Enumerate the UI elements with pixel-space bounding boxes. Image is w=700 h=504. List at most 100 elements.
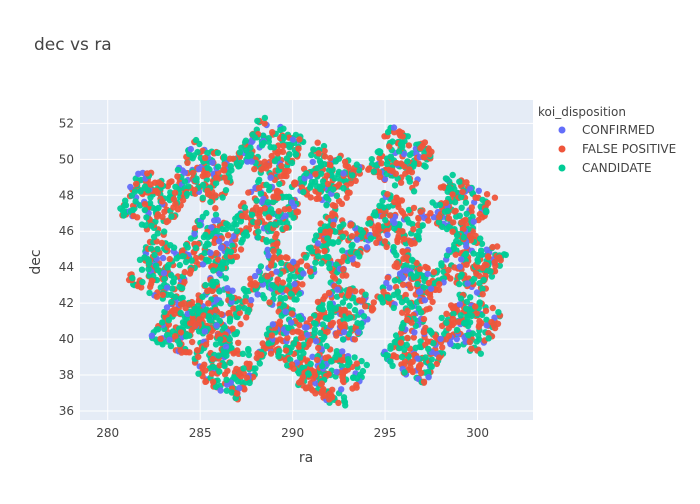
scatter-point-candidate (453, 326, 461, 334)
scatter-point-candidate (477, 350, 484, 357)
scatter-point-candidate (387, 358, 394, 365)
scatter-point-candidate (195, 370, 202, 377)
scatter-point-candidate (245, 345, 252, 353)
scatter-point-candidate (174, 166, 182, 174)
scatter-point-candidate (470, 250, 477, 257)
scatter-point-candidate (392, 332, 400, 339)
scatter-point-candidate (436, 201, 444, 209)
legend-item-confirmed[interactable]: CONFIRMED (558, 123, 655, 137)
scatter-point-candidate (167, 189, 174, 196)
scatter-point-candidate (302, 254, 309, 261)
scatter-point-candidate (151, 251, 158, 259)
scatter-point-confirmed (222, 343, 230, 351)
scatter-point-false-positive (157, 335, 164, 342)
scatter-point-false-positive (236, 309, 243, 317)
scatter-point-false-positive (459, 188, 466, 195)
scatter-point-candidate (453, 237, 460, 245)
scatter-point-candidate (384, 352, 391, 359)
scatter-point-candidate (401, 369, 408, 376)
scatter-point-candidate (249, 131, 256, 138)
scatter-point-candidate (287, 272, 294, 280)
scatter-point-candidate (396, 294, 403, 301)
scatter-point-false-positive (394, 238, 401, 246)
scatter-point-false-positive (485, 329, 492, 337)
scatter-point-candidate (312, 320, 319, 327)
scatter-point-candidate (241, 204, 248, 211)
scatter-point-false-positive (296, 321, 303, 329)
x-tick-label: 290 (281, 426, 304, 440)
scatter-point-candidate (480, 276, 487, 284)
scatter-point-candidate (170, 278, 177, 286)
legend-item-candidate[interactable]: CANDIDATE (558, 161, 652, 175)
scatter-point-candidate (333, 192, 340, 200)
scatter-point-candidate (222, 187, 230, 194)
scatter-point-candidate (449, 171, 456, 179)
scatter-point-false-positive (342, 162, 349, 169)
scatter-point-candidate (429, 199, 436, 206)
scatter-point-candidate (307, 184, 314, 191)
scatter-point-candidate (148, 222, 155, 229)
scatter-point-false-positive (274, 194, 282, 201)
scatter-point-candidate (435, 218, 443, 226)
scatter-point-false-positive (338, 258, 346, 265)
scatter-point-false-positive (378, 160, 385, 167)
scatter-point-candidate (319, 321, 326, 328)
scatter-point-confirmed (184, 310, 191, 318)
scatter-point-candidate (129, 206, 137, 214)
scatter-point-candidate (460, 234, 467, 241)
scatter-point-candidate (290, 340, 298, 347)
scatter-point-false-positive (201, 361, 208, 368)
scatter-point-false-positive (296, 136, 303, 143)
scatter-point-candidate (478, 240, 486, 247)
scatter-point-false-positive (380, 288, 387, 295)
scatter-point-false-positive (292, 286, 299, 293)
legend-item-false-positive[interactable]: FALSE POSITIVE (558, 142, 677, 156)
scatter-point-false-positive (449, 321, 456, 329)
scatter-point-candidate (375, 148, 383, 155)
scatter-point-candidate (223, 376, 230, 383)
scatter-point-candidate (318, 303, 325, 311)
scatter-point-candidate (270, 198, 277, 205)
scatter-point-candidate (204, 149, 211, 157)
scatter-point-false-positive (417, 145, 424, 152)
scatter-point-candidate (161, 275, 168, 283)
scatter-point-candidate (257, 190, 265, 197)
scatter-point-false-positive (331, 275, 339, 282)
scatter-point-confirmed (218, 244, 225, 251)
scatter-point-confirmed (473, 289, 481, 296)
scatter-point-candidate (167, 342, 175, 350)
scatter-point-candidate (131, 188, 139, 195)
scatter-point-false-positive (282, 167, 289, 174)
scatter-point-false-positive (415, 215, 422, 222)
scatter-point-false-positive (319, 388, 326, 395)
scatter-point-false-positive (458, 219, 465, 226)
scatter-point-candidate (390, 304, 397, 311)
scatter-point-candidate (466, 319, 474, 326)
scatter-point-confirmed (273, 268, 280, 275)
scatter-point-candidate (183, 190, 191, 198)
scatter-point-candidate (189, 309, 196, 317)
scatter-point-false-positive (229, 325, 236, 332)
scatter-point-candidate (367, 235, 374, 242)
scatter-point-candidate (398, 353, 406, 361)
scatter-point-candidate (192, 177, 199, 184)
scatter-point-candidate (428, 356, 435, 363)
scatter-point-false-positive (397, 329, 405, 337)
scatter-point-false-positive (338, 200, 346, 207)
scatter-point-false-positive (141, 200, 149, 208)
scatter-point-false-positive (134, 214, 141, 221)
scatter-point-false-positive (415, 160, 422, 167)
scatter-point-false-positive (425, 279, 433, 287)
scatter-point-false-positive (473, 270, 480, 277)
scatter-point-candidate (285, 324, 292, 332)
scatter-point-candidate (278, 312, 285, 319)
scatter-point-false-positive (460, 225, 467, 233)
scatter-point-false-positive (410, 334, 417, 341)
scatter-point-false-positive (491, 194, 499, 201)
scatter-point-candidate (277, 294, 284, 302)
scatter-point-candidate (488, 273, 496, 280)
y-axis-label: dec (28, 249, 44, 274)
scatter-point-false-positive (384, 191, 391, 198)
scatter-point-false-positive (208, 370, 216, 377)
scatter-point-confirmed (163, 284, 171, 291)
